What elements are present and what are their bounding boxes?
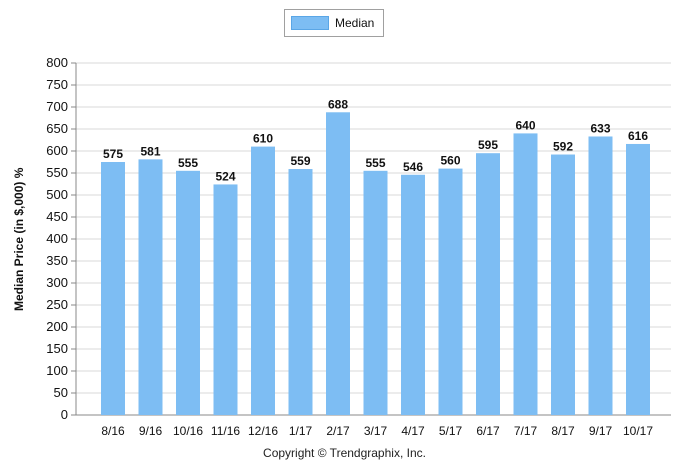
x-tick-label: 11/16 <box>211 424 240 438</box>
copyright-text: Copyright © Trendgraphix, Inc. <box>263 446 426 460</box>
y-tick-label: 800 <box>46 55 68 70</box>
data-label: 524 <box>215 169 235 183</box>
legend-swatch <box>291 16 329 30</box>
y-tick-label: 300 <box>46 275 68 290</box>
data-label: 616 <box>628 129 648 143</box>
data-label: 555 <box>365 156 385 170</box>
x-tick-label: 3/17 <box>364 424 388 438</box>
data-label: 581 <box>140 144 160 158</box>
x-tick-label: 8/17 <box>551 424 575 438</box>
y-tick-label: 0 <box>61 407 68 422</box>
bar <box>401 174 425 415</box>
data-label: 595 <box>478 138 498 152</box>
y-tick-label: 700 <box>46 99 68 114</box>
y-tick-label: 50 <box>54 385 68 400</box>
data-label: 688 <box>328 97 348 111</box>
x-tick-label: 12/16 <box>248 424 278 438</box>
x-tick-label: 9/17 <box>589 424 613 438</box>
bar <box>138 159 163 415</box>
y-tick-label: 650 <box>46 121 68 136</box>
y-tick-label: 150 <box>46 341 68 356</box>
x-tick-label: 7/17 <box>514 424 538 438</box>
x-tick-label: 10/16 <box>173 424 203 438</box>
y-tick-label: 750 <box>46 77 68 92</box>
bar <box>251 146 275 415</box>
y-tick-label: 550 <box>46 165 68 180</box>
x-tick-label: 9/16 <box>139 424 163 438</box>
x-tick-label: 8/16 <box>101 424 125 438</box>
bar <box>438 168 463 415</box>
bar <box>213 184 238 415</box>
y-tick-label: 400 <box>46 231 68 246</box>
bar <box>288 169 313 415</box>
x-tick-label: 4/17 <box>401 424 425 438</box>
y-tick-label: 200 <box>46 319 68 334</box>
x-tick-label: 10/17 <box>623 424 653 438</box>
data-label: 575 <box>103 147 123 161</box>
data-label: 559 <box>290 154 310 168</box>
data-label: 592 <box>553 140 573 154</box>
bar <box>363 170 388 415</box>
x-tick-label: 5/17 <box>439 424 463 438</box>
y-tick-label: 350 <box>46 253 68 268</box>
bar <box>176 170 200 415</box>
data-label: 633 <box>590 121 610 135</box>
x-tick-label: 2/17 <box>326 424 350 438</box>
y-tick-label: 450 <box>46 209 68 224</box>
data-label: 555 <box>178 156 198 170</box>
data-label: 546 <box>403 160 423 174</box>
data-label: 640 <box>515 118 535 132</box>
legend-label: Median <box>335 16 375 30</box>
data-label: 610 <box>253 132 273 146</box>
x-tick-label: 6/17 <box>476 424 500 438</box>
y-tick-label: 600 <box>46 143 68 158</box>
bar <box>101 162 125 415</box>
bar <box>476 153 500 415</box>
bar <box>513 133 538 415</box>
bar <box>551 154 575 415</box>
legend: Median <box>284 9 384 37</box>
bar <box>588 136 613 416</box>
data-label: 560 <box>440 154 460 168</box>
y-tick-label: 500 <box>46 187 68 202</box>
bar <box>626 143 650 415</box>
bar <box>326 112 350 415</box>
y-tick-label: 250 <box>46 297 68 312</box>
x-tick-label: 1/17 <box>289 424 313 438</box>
y-axis-title: Median Price (in $,000) % <box>12 167 26 311</box>
y-tick-label: 100 <box>46 363 68 378</box>
